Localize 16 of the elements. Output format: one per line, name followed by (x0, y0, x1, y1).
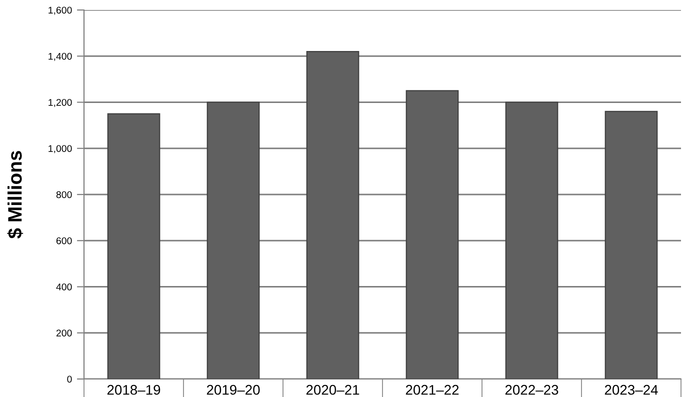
y-tick-label: 1,600 (48, 6, 72, 15)
x-tick-label: 2021–22 (406, 384, 459, 395)
y-tick-label: 400 (56, 283, 72, 290)
x-tick-label: 2023–24 (604, 384, 658, 395)
y-tick-label: 1,000 (48, 145, 72, 154)
x-tick-label: 2020–21 (306, 384, 360, 395)
x-tick-label: 2018–19 (107, 384, 160, 395)
y-axis-title: $ Millions (7, 151, 24, 239)
y-tick-label: 600 (56, 237, 72, 244)
x-tick-label: 2022–23 (505, 384, 558, 395)
y-tick-label: 1,200 (48, 98, 72, 108)
y-tick-label: 800 (56, 191, 72, 198)
y-tick-label: 1,400 (48, 52, 72, 61)
y-tick-label: 0 (67, 376, 72, 383)
x-tick-label: 2019–20 (206, 384, 260, 395)
y-tick-label: 200 (56, 330, 72, 336)
